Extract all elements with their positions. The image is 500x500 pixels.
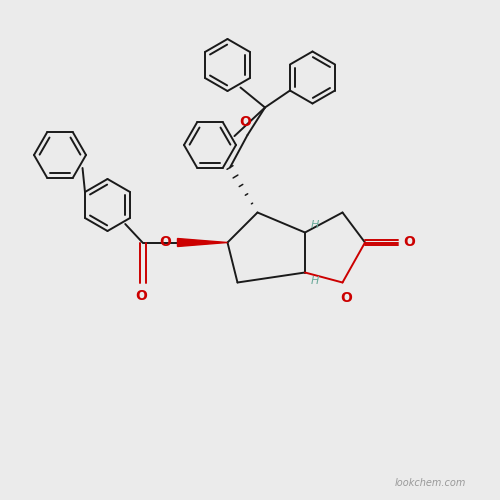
Text: O: O [160,234,172,248]
Text: O: O [340,292,352,306]
Text: H: H [311,276,320,285]
Text: O: O [404,236,415,250]
Text: lookchem.com: lookchem.com [394,478,466,488]
Text: O: O [136,290,147,304]
Polygon shape [178,238,228,246]
Text: O: O [239,115,251,129]
Text: H: H [311,220,320,230]
